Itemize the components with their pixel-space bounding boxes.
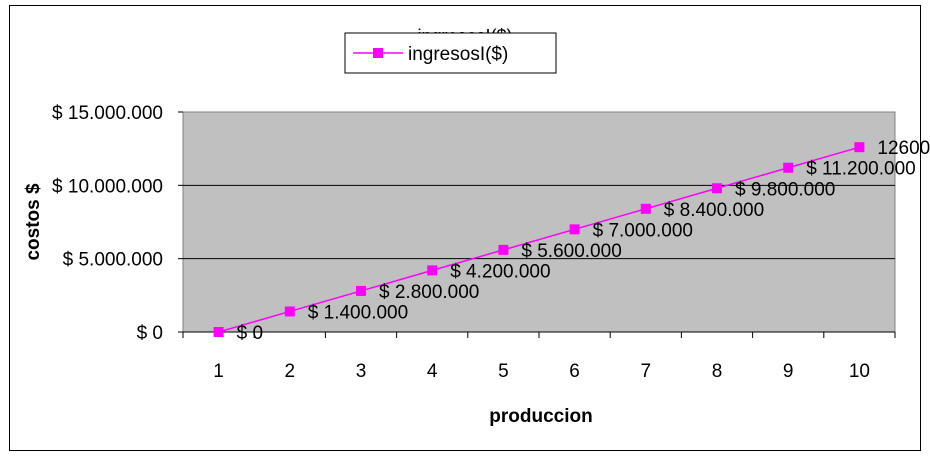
data-point: [498, 244, 509, 255]
data-point: [854, 142, 865, 153]
x-tick-label: 8: [712, 361, 723, 382]
y-tick-label: $ 5.000.000: [63, 250, 163, 271]
data-label: $ 7.000.000: [593, 220, 693, 241]
x-tick-label: 10: [849, 361, 870, 382]
legend: ingresosI($): [344, 32, 557, 74]
data-label: $ 2.800.000: [379, 282, 479, 303]
data-point: [640, 203, 651, 214]
data-label: $ 9.800.000: [735, 179, 835, 200]
x-tick-label: 7: [641, 361, 652, 382]
data-label: $ 11.200.000: [806, 159, 916, 180]
x-axis-title: produccion: [489, 406, 592, 427]
x-tick-label: 1: [213, 361, 224, 382]
data-label: 12600000: [877, 138, 930, 159]
x-tick-label: 9: [783, 361, 794, 382]
x-tick-label: 5: [498, 361, 509, 382]
x-tick-label: 4: [427, 361, 438, 382]
data-point: [427, 265, 438, 276]
data-label: $ 5.600.000: [521, 241, 621, 262]
data-series: $ 0 $ 1.400.000$ 2.800.000$ 4.200.000$ 5.…: [213, 138, 930, 344]
data-label: $ 0: [237, 323, 263, 344]
x-tick-label: 2: [285, 361, 296, 382]
y-tick-label: $ 0: [137, 323, 163, 344]
gridlines: [183, 184, 895, 260]
x-tick-label: 6: [569, 361, 580, 382]
y-tick-label: $ 15.000.000: [52, 103, 163, 124]
plot-area: [182, 111, 896, 333]
data-point: [356, 285, 366, 296]
legend-marker: [373, 48, 383, 58]
data-point: [213, 327, 224, 337]
y-tick-label: $ 10.000.000: [52, 176, 163, 197]
data-point: [284, 306, 295, 317]
y-axis-title: costos $: [23, 183, 44, 261]
data-point: [569, 224, 580, 235]
data-label: $ 8.400.000: [664, 200, 764, 221]
series-line: [218, 146, 860, 333]
x-tick-label: 3: [356, 361, 367, 382]
data-point: [783, 162, 794, 173]
data-label: $ 4.200.000: [450, 261, 550, 282]
data-point: [712, 183, 722, 194]
data-label: $ 1.400.000: [308, 302, 408, 323]
y-axis: $ 0 $ 5.000.000 $ 10.000.000 $ 15.000.000: [52, 103, 183, 344]
x-axis: 1 2 3 4 5 6 7 8 9 10: [182, 331, 896, 382]
legend-label: ingresosI($): [408, 44, 508, 65]
